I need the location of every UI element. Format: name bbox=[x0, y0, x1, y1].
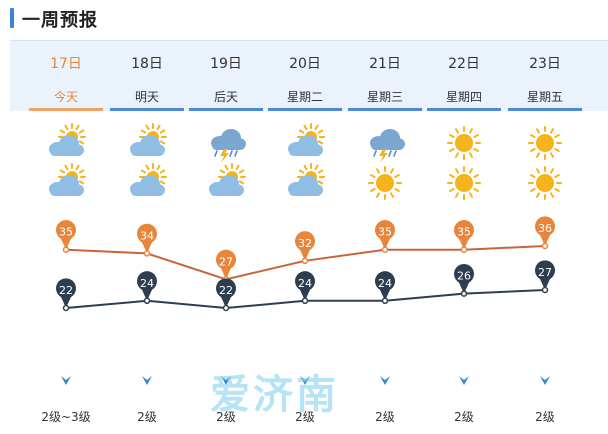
low-temp-point: 22 bbox=[56, 278, 76, 312]
wind-arrow-icon bbox=[380, 376, 390, 385]
low-temp-point-label: 24 bbox=[298, 277, 312, 290]
wind-arrow-icon bbox=[221, 376, 231, 385]
day-column-3: 20日星期二 bbox=[265, 41, 345, 111]
sun-cloud-icon bbox=[288, 163, 325, 196]
day-underline bbox=[189, 108, 263, 111]
wind-level: 2级 bbox=[295, 410, 315, 424]
wind-level: 2级 bbox=[535, 410, 555, 424]
page-title: 一周预报 bbox=[22, 10, 98, 31]
low-temp-point-label: 27 bbox=[538, 266, 552, 279]
sun-icon bbox=[368, 166, 402, 200]
wind-arrow-icon bbox=[300, 376, 310, 385]
day-date: 20日 bbox=[289, 56, 321, 72]
day-column-4: 21日星期三 bbox=[345, 41, 425, 111]
day-underline bbox=[427, 108, 501, 111]
day-underline bbox=[29, 108, 103, 111]
day-date: 18日 bbox=[131, 56, 163, 72]
day-underline bbox=[508, 108, 582, 111]
wind-level: 2级 bbox=[216, 410, 236, 424]
low-temp-point-label: 26 bbox=[457, 270, 471, 283]
sun-icon bbox=[447, 126, 481, 160]
high-temp-point: 35 bbox=[375, 220, 395, 253]
day-underline bbox=[268, 108, 342, 111]
high-temp-point-label: 35 bbox=[378, 226, 392, 239]
low-temp-point-label: 24 bbox=[140, 277, 154, 290]
day-date: 22日 bbox=[448, 56, 480, 72]
day-date: 23日 bbox=[529, 56, 561, 72]
day-column-0: 17日今天 bbox=[26, 41, 106, 111]
watermark: 爱济南 bbox=[210, 372, 339, 418]
thunder-rain-cloud-icon bbox=[211, 129, 246, 163]
sun-cloud-icon bbox=[49, 163, 86, 196]
sun-cloud-icon bbox=[288, 123, 325, 156]
wind-arrow-icon bbox=[459, 376, 469, 385]
low-temp-point: 24 bbox=[137, 271, 157, 305]
low-temp-point: 22 bbox=[216, 278, 236, 312]
wind-arrow-icon bbox=[142, 376, 152, 385]
sun-cloud-icon bbox=[130, 123, 167, 156]
day-date: 17日 bbox=[50, 56, 82, 72]
day-weekday: 明天 bbox=[134, 90, 159, 104]
high-temp-point-label: 27 bbox=[219, 255, 233, 268]
high-temp-point: 34 bbox=[136, 223, 157, 257]
low-temp-point: 24 bbox=[295, 271, 315, 305]
wind-level: 2级 bbox=[375, 410, 395, 424]
high-temp-point-label: 34 bbox=[140, 229, 154, 242]
sun-cloud-icon bbox=[49, 123, 86, 156]
forecast-chart: 35 22 34 24 27 22 32 24 35 24 35 26 36 27 bbox=[49, 123, 562, 385]
high-temp-point-label: 35 bbox=[59, 226, 73, 239]
day-date: 19日 bbox=[210, 56, 242, 72]
thunder-rain-cloud-icon bbox=[370, 129, 405, 163]
wind-level: 2级 bbox=[454, 410, 474, 424]
forecast-day-header: 17日 今天 18日 明天 19日 后天 20日 星期二 21日 星期三 22日 星期四 23日 星期五 bbox=[10, 40, 608, 111]
wind-arrow-icon bbox=[61, 376, 71, 385]
day-underline bbox=[110, 108, 184, 111]
sun-icon bbox=[528, 166, 562, 200]
low-temp-point: 24 bbox=[375, 271, 395, 305]
day-weekday: 星期三 bbox=[366, 90, 403, 104]
day-column-1: 18日明天 bbox=[107, 41, 187, 111]
low-temp-point-label: 24 bbox=[378, 277, 392, 290]
high-temp-point-label: 35 bbox=[457, 226, 471, 239]
sun-icon bbox=[447, 166, 481, 200]
title-accent-bar bbox=[10, 8, 14, 28]
low-temp-point-label: 22 bbox=[59, 284, 73, 297]
day-underline bbox=[348, 108, 422, 111]
day-weekday: 后天 bbox=[213, 90, 238, 104]
section-header: 一周预报 bbox=[0, 0, 608, 38]
low-temp-point: 27 bbox=[535, 260, 556, 294]
wind-level: 2级 bbox=[137, 410, 157, 424]
sun-cloud-icon bbox=[130, 163, 167, 196]
day-weekday: 星期四 bbox=[445, 90, 482, 104]
day-date: 21日 bbox=[369, 56, 401, 72]
day-weekday: 今天 bbox=[53, 90, 78, 104]
day-column-5: 22日星期四 bbox=[424, 41, 504, 111]
day-weekday: 星期二 bbox=[286, 90, 323, 104]
high-temp-point: 36 bbox=[535, 216, 555, 250]
wind-arrow-icon bbox=[540, 376, 550, 385]
day-column-6: 23日星期五 bbox=[505, 41, 585, 111]
wind-level: 2级~3级 bbox=[41, 410, 91, 424]
low-temp-point-label: 22 bbox=[219, 284, 233, 297]
high-temp-point: 35 bbox=[454, 220, 474, 253]
high-temp-point: 35 bbox=[56, 220, 76, 253]
low-temp-point: 26 bbox=[454, 263, 475, 297]
day-weekday: 星期五 bbox=[526, 90, 563, 104]
high-temp-point-label: 32 bbox=[298, 237, 312, 250]
sun-cloud-icon bbox=[209, 163, 246, 196]
sun-icon bbox=[528, 126, 562, 160]
high-temp-point: 32 bbox=[295, 231, 315, 265]
high-temp-point-label: 36 bbox=[538, 222, 552, 235]
day-column-2: 19日后天 bbox=[186, 41, 266, 111]
